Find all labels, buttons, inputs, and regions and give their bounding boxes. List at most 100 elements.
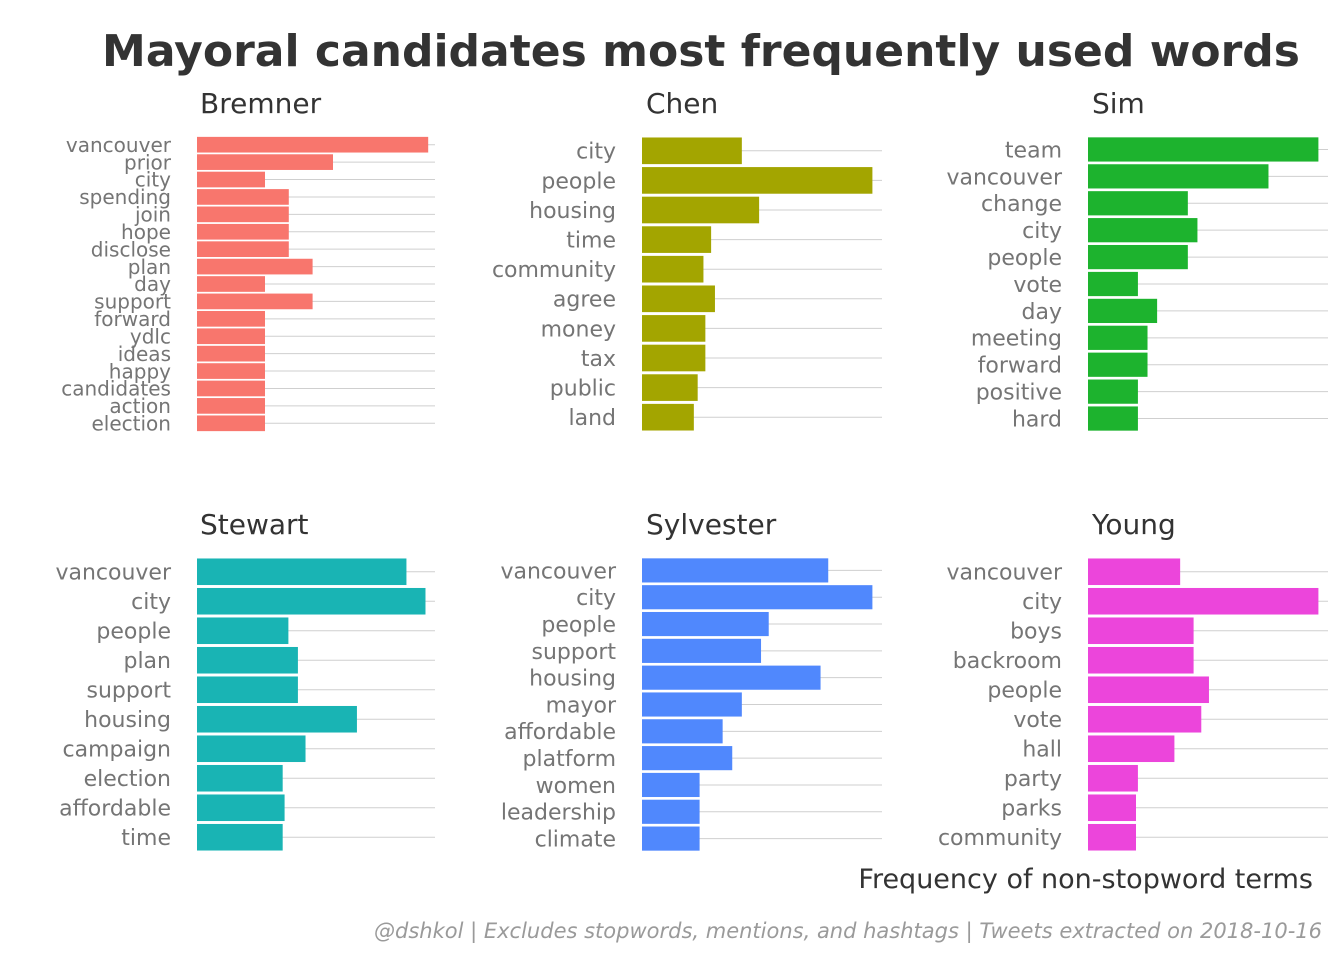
tick-label: people (987, 246, 1062, 271)
bar (642, 692, 742, 717)
bar (642, 611, 769, 637)
tick-label: community (938, 826, 1062, 851)
tick-label: forward (978, 354, 1062, 379)
tick-label: change (981, 192, 1062, 217)
tick-label: leadership (501, 801, 616, 826)
bar (642, 585, 873, 610)
tick-label: vancouver (55, 561, 171, 586)
bar (1088, 676, 1209, 704)
tick-label: action (109, 394, 171, 418)
bar (1088, 164, 1269, 189)
bar (642, 374, 698, 401)
bar (642, 826, 700, 851)
tick-label: plan (128, 255, 171, 279)
tick-label: people (987, 679, 1062, 704)
tick-label: spending (79, 185, 171, 209)
tick-label: vancouver (500, 559, 616, 584)
bar (197, 310, 265, 327)
tick-label: forward (94, 307, 171, 331)
bar (197, 646, 298, 674)
tick-label: meeting (971, 327, 1062, 352)
tick-label: ydlc (130, 324, 171, 348)
facet-panel: Bremner vancouverpriorcityspendingjoinhop… (61, 87, 435, 436)
bar (1088, 764, 1138, 792)
tick-label: team (1005, 138, 1062, 163)
tick-label: vote (1013, 708, 1062, 733)
facets: Bremnervancouverpriorcityspendingjoinhop… (55, 87, 1328, 853)
tick-label: day (1022, 300, 1062, 325)
bar (197, 276, 265, 292)
tick-label: public (550, 377, 616, 402)
facet-title: Chen (646, 87, 718, 120)
bar (642, 772, 700, 798)
bar (197, 171, 265, 188)
tick-label: hard (1012, 407, 1062, 432)
bar (197, 794, 285, 822)
bar (197, 154, 333, 170)
bar (197, 380, 265, 397)
tick-label: plan (123, 649, 171, 674)
tick-label: disclose (91, 237, 171, 261)
bar (1088, 244, 1188, 270)
bar (642, 558, 829, 583)
bar (1088, 137, 1319, 162)
tick-label: election (84, 767, 171, 792)
tick-label: ideas (118, 342, 171, 366)
tick-label: people (541, 613, 616, 638)
tick-label: support (532, 640, 617, 665)
facet-panel: Young vancouver city boys backroom people vote… (938, 508, 1328, 851)
bar (197, 764, 283, 792)
tick-label: mayor (546, 693, 617, 718)
tick-label: support (94, 290, 171, 314)
bar (1088, 325, 1148, 350)
tick-label: city (576, 140, 616, 165)
bar (642, 255, 704, 283)
tick-label: backroom (953, 649, 1062, 674)
bar (197, 705, 357, 733)
tick-label: join (134, 203, 171, 227)
facet-title: Bremner (200, 87, 322, 120)
bar (197, 415, 265, 432)
bar (1088, 558, 1181, 586)
tick-label: parks (1001, 797, 1062, 822)
facet-title: Stewart (200, 508, 309, 541)
tick-label: time (566, 229, 616, 254)
bar (197, 258, 313, 275)
facet-title: Sylvester (646, 508, 777, 541)
bar (642, 799, 700, 824)
bar (1088, 587, 1319, 615)
tick-label: vancouver (946, 561, 1062, 586)
bar (642, 403, 694, 431)
tick-label: vote (1013, 273, 1062, 298)
bar (1088, 218, 1198, 243)
bar (197, 823, 283, 851)
tick-label: platform (523, 747, 616, 772)
bar (1088, 735, 1175, 763)
tick-label: vancouver (946, 165, 1062, 190)
tick-label: time (121, 826, 171, 851)
facet-panel: Sylvester vancouvercitypeoplesupporthousi… (500, 508, 882, 853)
bar (197, 617, 289, 645)
tick-label: candidates (61, 377, 171, 401)
bar (1088, 298, 1158, 324)
bar (197, 345, 265, 362)
bar (197, 558, 407, 586)
bar (197, 676, 298, 704)
caption: @dshkol | Excludes stopwords, mentions, … (374, 919, 1322, 944)
tick-label: community (492, 258, 616, 283)
bar (642, 226, 712, 253)
bar (197, 363, 265, 379)
tick-label: affordable (59, 797, 171, 822)
bar (197, 398, 265, 414)
chart-title: Mayoral candidates most frequently used … (102, 26, 1300, 77)
facet-panel: Sim teamvancouverchangecitypeoplevotedaym… (946, 87, 1328, 432)
tick-label: climate (535, 828, 616, 853)
tick-label: city (135, 168, 171, 192)
tick-label: housing (84, 708, 171, 733)
bar (642, 638, 762, 663)
bar (642, 167, 873, 194)
bar (1088, 352, 1148, 377)
tick-label: money (541, 317, 616, 342)
bar (1088, 271, 1138, 297)
